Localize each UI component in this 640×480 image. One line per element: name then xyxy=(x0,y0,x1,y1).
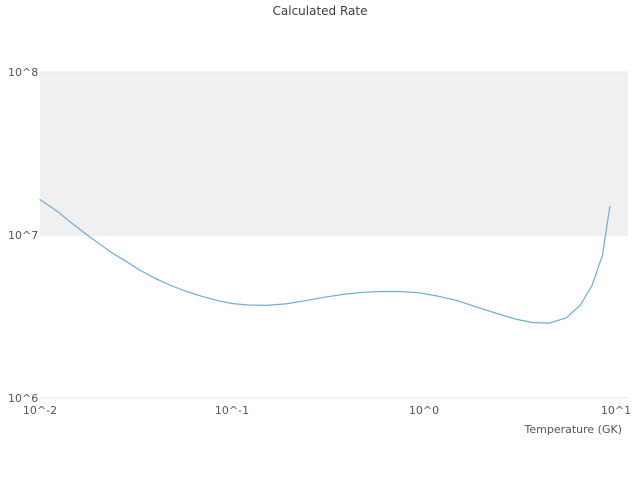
x-tick-label: 10^1 xyxy=(601,404,631,417)
x-tick-label: 10^-2 xyxy=(23,404,57,417)
x-tick-label: 10^0 xyxy=(409,404,439,417)
chart-title: Calculated Rate xyxy=(272,4,368,18)
decade-band xyxy=(40,72,628,235)
y-tick-label: 10^8 xyxy=(8,66,38,79)
y-tick-label: 10^7 xyxy=(8,229,38,242)
x-axis-label: Temperature (GK) xyxy=(524,423,623,436)
rate-line xyxy=(39,199,611,324)
x-tick-label: 10^-1 xyxy=(215,404,249,417)
y-tick-label: 10^6 xyxy=(8,392,38,405)
